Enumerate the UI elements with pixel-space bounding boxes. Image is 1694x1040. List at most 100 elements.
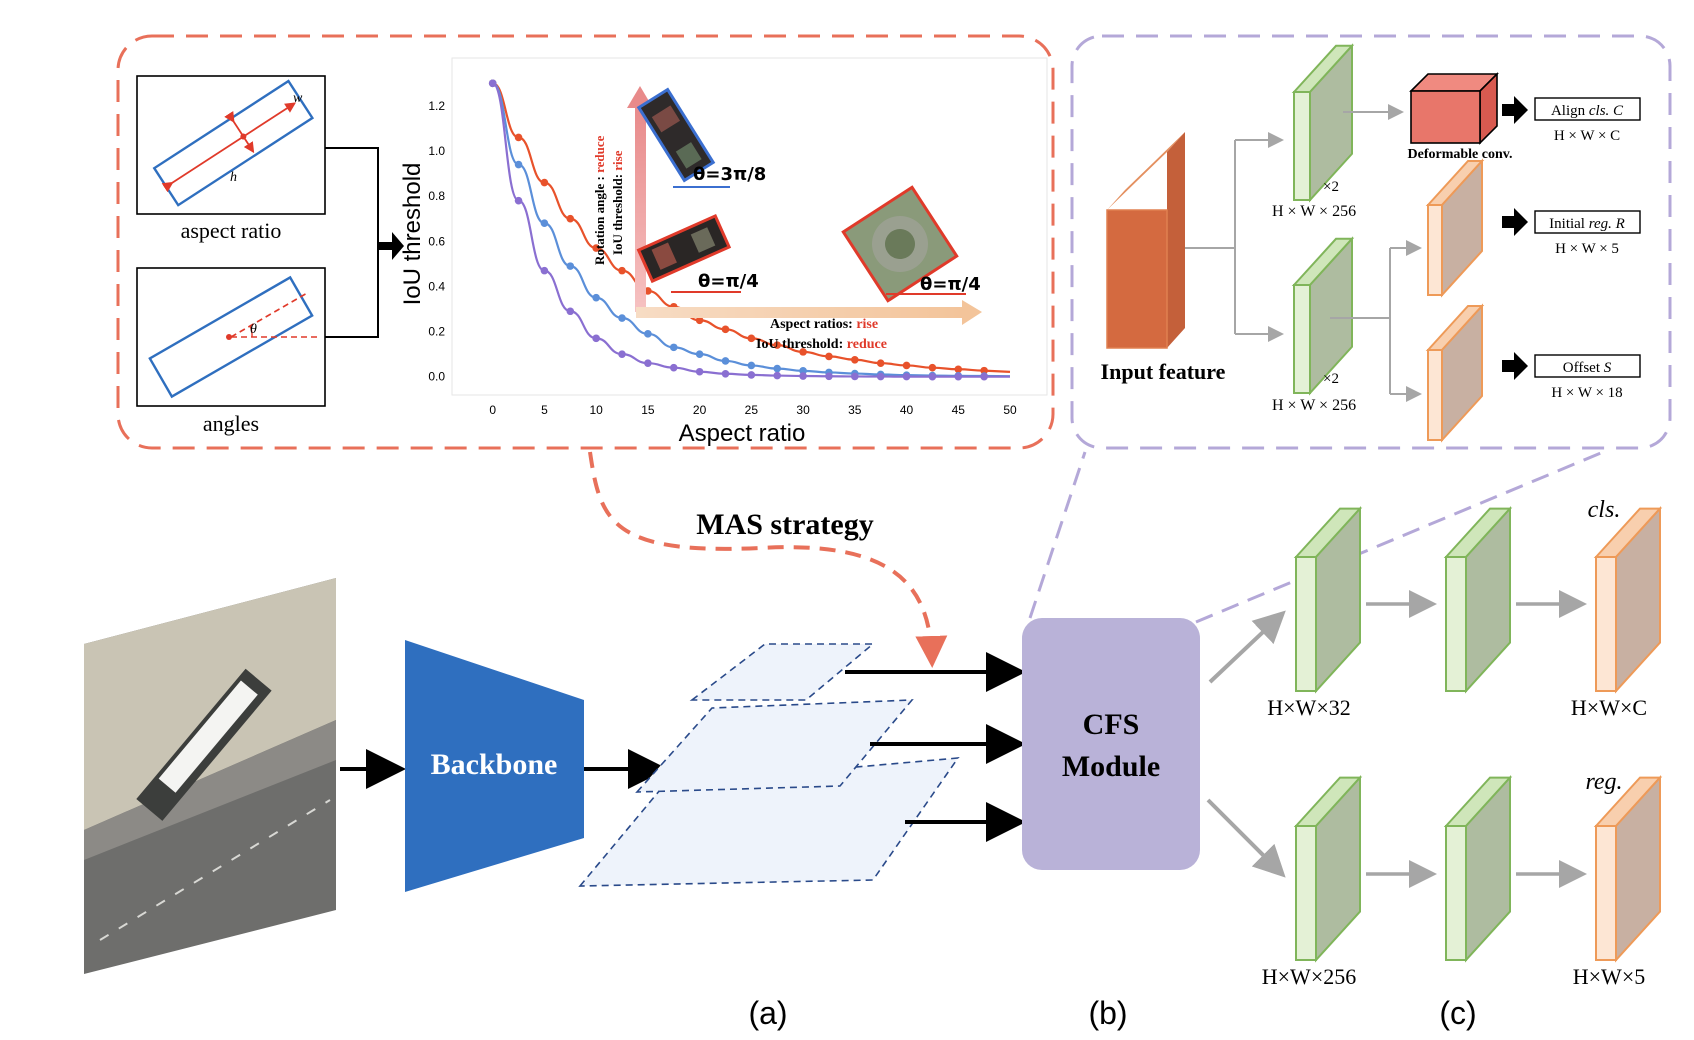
- caption-b: (b): [1088, 995, 1127, 1031]
- head-reg-block-2: [1443, 775, 1513, 963]
- series-point-3: [540, 266, 549, 275]
- dim-bottom-label: H × W × 256: [1272, 397, 1356, 414]
- input-feature-block: [1106, 132, 1185, 349]
- iou-reduce-label: IoU threshold: reduce: [756, 337, 887, 352]
- head-reg-output-block: [1593, 775, 1663, 963]
- series-point-1: [773, 341, 782, 349]
- y-tick-label: 0.2: [428, 325, 445, 339]
- series-point-1: [928, 363, 937, 372]
- backbone-block: [405, 640, 584, 892]
- series-point-2: [514, 160, 523, 169]
- series-point-2: [799, 367, 807, 375]
- series-point-1: [851, 355, 859, 364]
- series-point-1: [592, 244, 600, 252]
- y-tick-label: 0.0: [428, 370, 445, 384]
- aspect-ratio-label: aspect ratio: [181, 218, 282, 243]
- x-tick-label: 25: [745, 403, 759, 417]
- x-tick-label: 5: [541, 403, 548, 417]
- series-point-1: [540, 178, 549, 187]
- x-tick-label: 35: [848, 403, 862, 417]
- input-branch-lines: [1185, 140, 1236, 334]
- thumbnail-vehicle-2: θ=π/4: [636, 213, 759, 293]
- series-point-2: [695, 350, 704, 358]
- arrow-cfs-to-cls: [1208, 610, 1286, 684]
- x-tick-label: 45: [952, 403, 966, 417]
- cfs-output-arrows: [1502, 96, 1528, 380]
- feature-pyramid: [578, 643, 960, 887]
- box-w-label: w: [293, 91, 303, 106]
- head-blocks: [1293, 506, 1663, 963]
- y-tick-label: 1.0: [428, 144, 445, 158]
- y-tick-label: 0.6: [428, 234, 445, 248]
- merge-arrow: [378, 232, 404, 260]
- align-dim-label: H × W × C: [1554, 128, 1620, 144]
- head-arrows: [1366, 590, 1587, 888]
- thumbnail-roundabout: θ=π/4: [841, 185, 981, 303]
- series-point-1: [799, 348, 807, 356]
- series-point-2: [592, 293, 600, 302]
- angles-diagram: θ: [136, 267, 326, 407]
- series-point-3: [721, 369, 730, 378]
- series-point-2: [540, 219, 549, 228]
- reg-label: reg.: [1585, 769, 1622, 795]
- series-point-1: [902, 361, 911, 370]
- series-point-3: [980, 372, 988, 381]
- series-line-3: [491, 82, 1011, 378]
- head-cls-block-2: [1443, 506, 1513, 694]
- x2-label-top: ×2: [1323, 179, 1339, 195]
- dim-label-256: H×W×256: [1262, 964, 1356, 989]
- series-point-3: [902, 372, 911, 381]
- backbone-label: Backbone: [431, 748, 558, 781]
- cfs-green-block-bottom: [1291, 236, 1355, 396]
- series-point-1: [618, 266, 626, 275]
- aspect-rise-label: Aspect ratios: rise: [770, 317, 878, 332]
- x2-label-bottom: ×2: [1323, 371, 1339, 387]
- series-point-1: [566, 214, 575, 223]
- iou-rise-label: IoU threshold: rise: [610, 150, 625, 255]
- series-point-2: [669, 343, 678, 352]
- box-h-label: h: [230, 170, 237, 185]
- deformable-conv-label: Deformable conv.: [1408, 147, 1513, 162]
- head-cls-output-block: [1593, 506, 1663, 694]
- svg-text:Align cls. C: Align cls. C: [1551, 103, 1624, 119]
- series-point-1: [954, 365, 963, 374]
- cfs-panel-border: [1070, 34, 1672, 450]
- series-point-1: [747, 334, 756, 343]
- rotation-label: Rotation angle : reduce: [592, 135, 607, 265]
- x-tick-label: 30: [796, 403, 810, 417]
- y-tick-label: 0.4: [428, 279, 445, 293]
- deformable-conv-cube: [1409, 72, 1499, 145]
- x-tick-label: 0: [489, 403, 496, 417]
- theta-label: θ: [250, 322, 257, 337]
- series-point-1: [876, 359, 885, 367]
- series-point-2: [618, 314, 626, 322]
- series-point-3: [695, 367, 704, 376]
- cls-label: cls.: [1588, 497, 1621, 523]
- caption-c: (c): [1439, 995, 1476, 1031]
- y-tick-label: 0.8: [428, 189, 445, 203]
- chart-ylabel: IoU threshold: [399, 163, 426, 306]
- series-point-1: [980, 366, 988, 375]
- series-point-3: [799, 372, 807, 380]
- series-point-1: [695, 316, 704, 325]
- thumbnail-vehicle-1: θ=3π/8: [636, 87, 766, 188]
- series-point-3: [851, 372, 859, 381]
- series-point-3: [566, 307, 575, 316]
- series-point-3: [928, 372, 937, 381]
- caption-a: (a): [748, 995, 787, 1031]
- series-point-3: [773, 371, 782, 380]
- angles-label: angles: [203, 411, 259, 436]
- series-point-3: [488, 79, 497, 88]
- merge-bracket: [325, 147, 379, 338]
- cfs-orange-blocks: [1425, 158, 1485, 443]
- series-point-2: [721, 357, 730, 365]
- series-point-1: [825, 352, 833, 361]
- cfs-feature-blocks: [1291, 43, 1355, 396]
- offset-box: Offset S: [1534, 354, 1641, 378]
- iou-chart: 0 5 10 15 20 25 30 35 40 45 50 0.0 0.2 0.4 0.6 0.8 1.0 1.…: [399, 57, 1048, 447]
- dim-label-c: H×W×C: [1571, 695, 1647, 720]
- series-point-1: [721, 325, 730, 334]
- cfs-label-line1: CFS: [1083, 708, 1140, 741]
- initial-reg-box: Initial reg. R: [1534, 210, 1641, 234]
- series-point-3: [876, 372, 885, 381]
